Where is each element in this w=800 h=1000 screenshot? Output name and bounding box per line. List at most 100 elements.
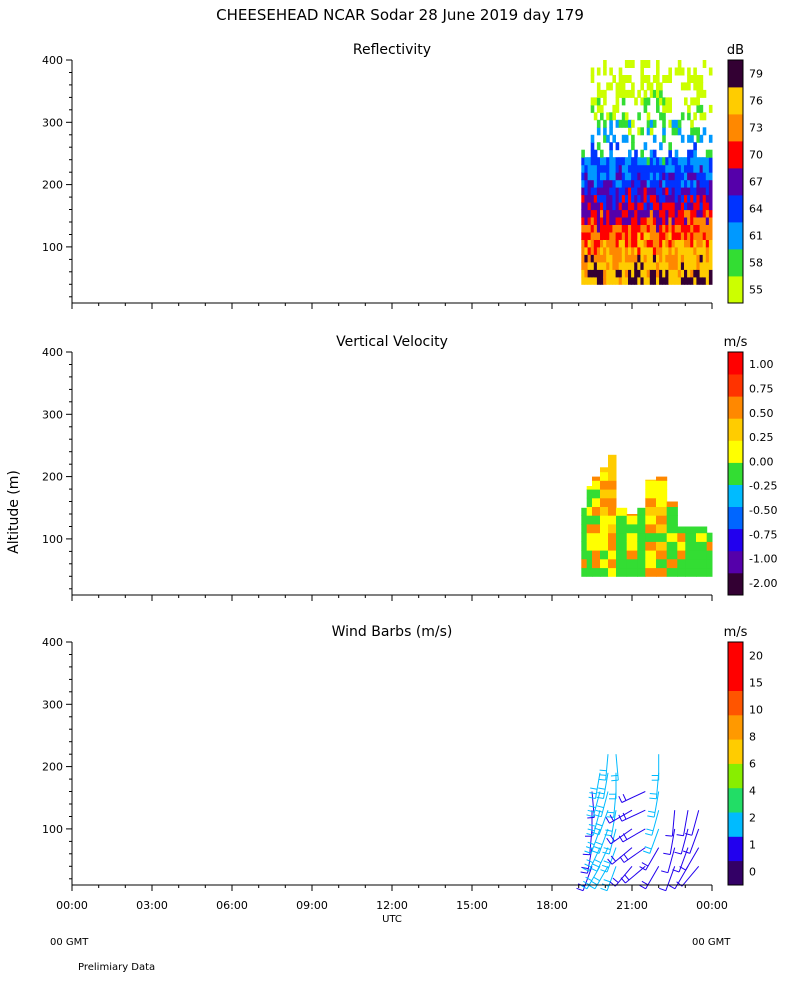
reflectivity-cell [634,149,638,158]
reflectivity-cell [593,149,598,158]
reflectivity-cell [652,149,657,158]
reflectivity-cell [684,232,688,240]
reflectivity-cell [646,60,651,68]
reflectivity-cell [677,127,682,136]
reflectivity-cell [668,164,672,173]
reflectivity-cell [596,187,601,196]
y-tick-label: 200 [42,179,63,192]
reflectivity-cell [593,217,598,225]
reflectivity-cell [631,187,635,196]
reflectivity-cell [640,149,644,158]
reflectivity-cell [674,246,679,255]
reflectivity-cell [671,209,676,218]
reflectivity-cell [587,202,592,211]
reflectivity-cell [621,75,626,83]
reflectivity-cell [621,254,626,263]
reflectivity-cell [687,209,691,218]
reflectivity-cell [656,202,660,211]
reflectivity-cell [590,194,595,203]
wind-barb [610,754,619,782]
reflectivity-cell [596,119,601,128]
velocity-cell [581,567,588,577]
reflectivity-cell [665,179,669,188]
reflectivity-cell [618,172,623,181]
reflectivity-cell [696,75,700,83]
wind-barb-staff [667,847,676,873]
colorbar-label: 1.00 [749,358,774,371]
wind-barb-feather [610,835,615,842]
reflectivity-cell [628,157,632,166]
velocity-cell [645,550,657,560]
reflectivity-cell [696,172,700,181]
velocity-cell [592,480,601,490]
reflectivity-cell [621,112,626,121]
reflectivity-cell [702,194,707,203]
reflectivity-cell [693,276,697,285]
reflectivity-cell [646,224,651,233]
reflectivity-cell [628,254,632,263]
reflectivity-cell [656,67,660,76]
reflectivity-cell [677,239,682,248]
wind-barb-feather [589,792,597,795]
reflectivity-cell [646,172,651,181]
wind-barb-feather [592,863,600,868]
colorbar-swatch [728,440,743,463]
reflectivity-cell [687,104,691,113]
wind-barb-staff [606,866,617,891]
reflectivity-cell [615,202,620,211]
reflectivity-cell [646,194,651,203]
reflectivity-cell [590,246,595,255]
wind-barb-feather [624,874,630,881]
reflectivity-cell [702,164,707,173]
reflectivity-cell [640,67,644,76]
reflectivity-cell [600,157,604,166]
reflectivity-cell [693,261,697,270]
colorbar-label: 55 [749,284,763,297]
velocity-cell [600,550,609,560]
wind-barb-feather [597,792,605,795]
wind-barb-staff [608,828,617,855]
reflectivity-cell [609,209,613,218]
wind-barb-feather [607,811,615,814]
reflectivity-cell [606,134,610,143]
reflectivity-cell [708,276,713,285]
velocity-cell [616,558,628,569]
wind-barb [582,828,593,856]
reflectivity-cell [615,194,620,203]
reflectivity-cell [659,261,663,270]
reflectivity-cell [618,202,623,211]
reflectivity-cell [649,246,654,255]
reflectivity-cell [684,97,688,106]
reflectivity-cell [684,194,688,203]
reflectivity-cell [662,209,666,218]
x-tick-label: 00:00 [696,899,728,912]
reflectivity-cell [674,224,679,233]
reflectivity-cell [705,224,710,233]
reflectivity-cell [659,232,663,240]
wind-barb [602,828,617,855]
reflectivity-cell [708,261,713,270]
reflectivity-cell [671,179,676,188]
reflectivity-cell [587,239,592,248]
wind-barb [643,828,660,854]
reflectivity-cell [603,157,607,166]
reflectivity-cell [696,239,700,248]
reflectivity-cell [640,239,644,248]
colorbar-swatch [728,418,743,441]
wind-barb-staff [603,772,609,799]
reflectivity-cell [634,202,638,211]
reflectivity-cell [618,75,623,83]
reflectivity-cell [687,276,691,285]
reflectivity-cell [600,172,604,181]
wind-barb-feather [606,837,612,845]
reflectivity-cell [581,276,585,285]
reflectivity-cell [612,246,616,255]
reflectivity-cell [699,164,704,173]
velocity-cell [581,532,588,542]
wind-barb [618,828,646,843]
reflectivity-cell [596,89,601,98]
reflectivity-cell [649,239,654,248]
wind-barb-feather [609,814,614,822]
reflectivity-cell [708,149,713,158]
velocity-cell [592,541,601,551]
